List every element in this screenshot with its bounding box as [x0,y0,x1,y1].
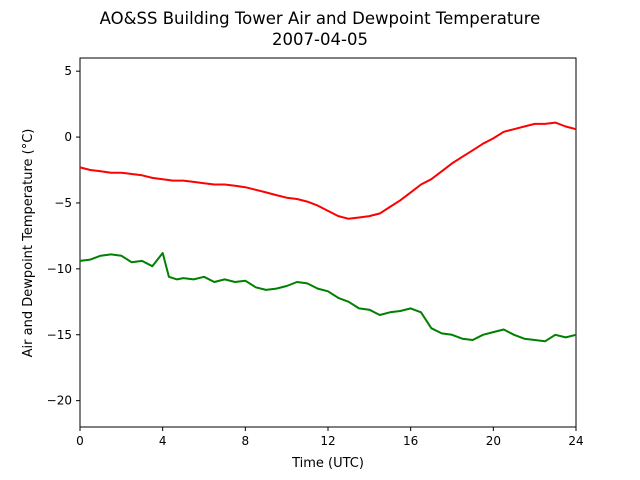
chart-title: AO&SS Building Tower Air and Dewpoint Te… [100,9,541,28]
series-line-1 [79,121,577,220]
x-tick-label: 4 [159,434,167,448]
y-tick-label: 5 [64,64,72,78]
x-tick-label: 20 [486,434,501,448]
x-tick-label: 16 [403,434,418,448]
series-line-2 [79,252,577,343]
x-tick-label: 0 [76,434,84,448]
x-tick-label: 12 [320,434,335,448]
y-tick-label: −5 [54,196,72,210]
x-axis-label: Time (UTC) [291,456,364,471]
plot-frame [79,57,577,428]
chart-subtitle: 2007-04-05 [272,30,368,49]
y-tick-label: −20 [47,394,72,408]
x-tick-label: 8 [242,434,250,448]
y-tick-label: −10 [47,262,72,276]
y-tick-label: 0 [64,130,72,144]
x-tick-label: 24 [568,434,583,448]
y-axis-label: Air and Dewpoint Temperature (°C) [21,129,36,358]
y-tick-label: −15 [47,328,72,342]
